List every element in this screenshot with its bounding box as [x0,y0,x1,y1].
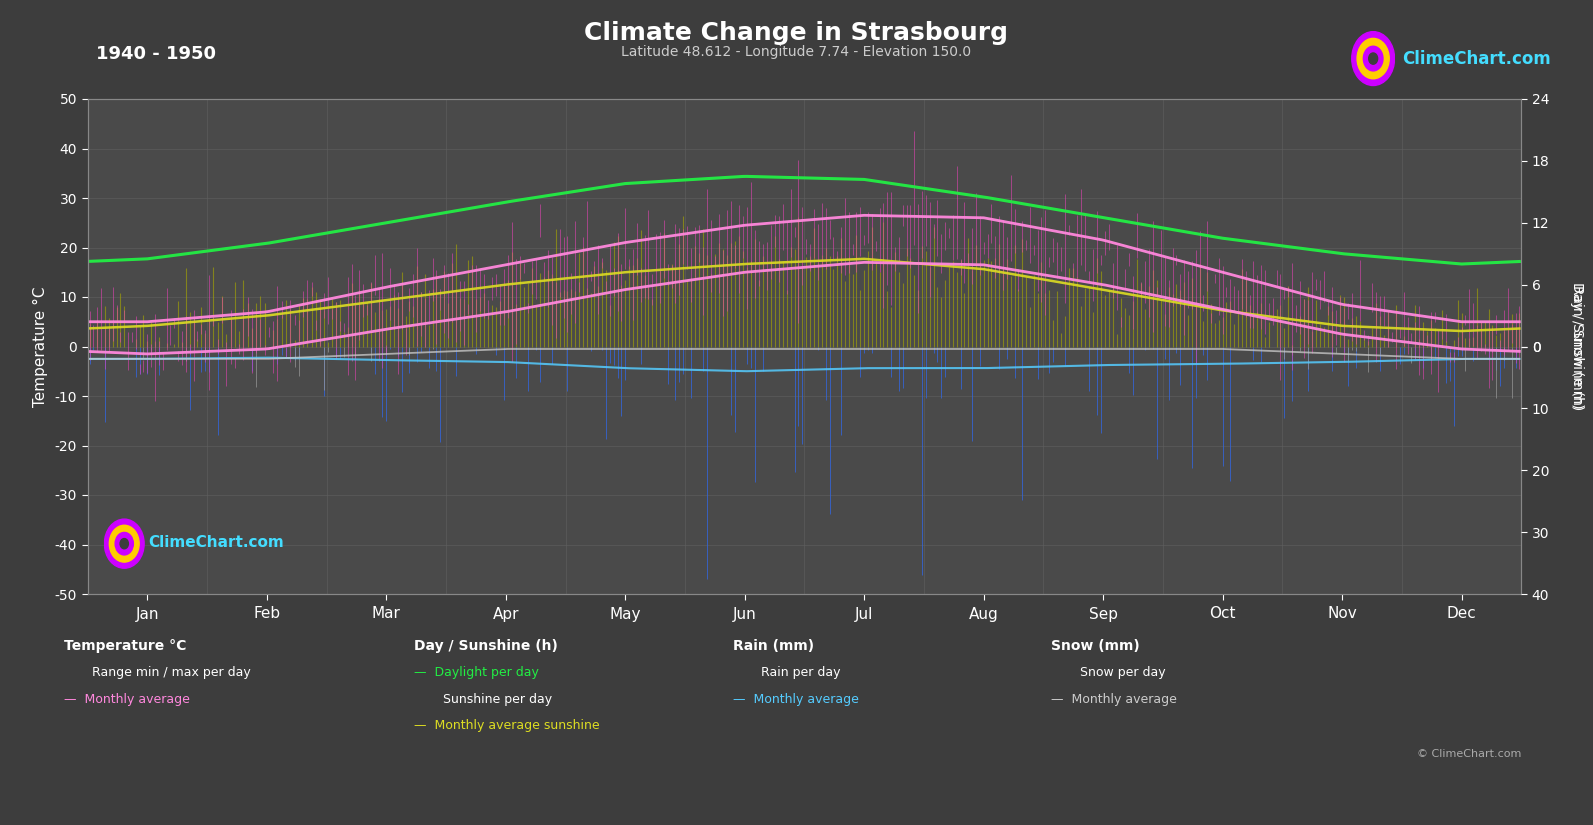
Text: Sunshine per day: Sunshine per day [443,693,553,706]
Text: Range min / max per day: Range min / max per day [92,666,252,679]
Circle shape [1368,53,1378,64]
Text: Temperature °C: Temperature °C [64,639,186,653]
Text: —  Monthly average: — Monthly average [1051,693,1177,706]
Circle shape [105,519,143,568]
Circle shape [110,526,139,562]
Circle shape [1352,31,1394,86]
Text: —  Daylight per day: — Daylight per day [414,666,538,679]
Text: © ClimeChart.com: © ClimeChart.com [1416,749,1521,759]
Y-axis label: Rain / Snow (mm): Rain / Snow (mm) [1571,285,1583,408]
Circle shape [119,539,129,549]
Text: Latitude 48.612 - Longitude 7.74 - Elevation 150.0: Latitude 48.612 - Longitude 7.74 - Eleva… [621,45,972,59]
Text: Snow per day: Snow per day [1080,666,1166,679]
Text: ClimeChart.com: ClimeChart.com [1402,50,1550,68]
Text: Climate Change in Strasbourg: Climate Change in Strasbourg [585,21,1008,45]
Y-axis label: Day / Sunshine (h): Day / Sunshine (h) [1571,282,1585,411]
Text: Rain (mm): Rain (mm) [733,639,814,653]
Text: Rain per day: Rain per day [761,666,841,679]
Text: 1940 - 1950: 1940 - 1950 [96,45,215,64]
Circle shape [1364,46,1383,71]
Text: —  Monthly average: — Monthly average [733,693,859,706]
Y-axis label: Temperature °C: Temperature °C [33,286,48,407]
Text: Snow (mm): Snow (mm) [1051,639,1141,653]
Text: —  Monthly average: — Monthly average [64,693,190,706]
Text: —  Monthly average sunshine: — Monthly average sunshine [414,719,601,733]
Circle shape [1357,39,1389,78]
Text: Day / Sunshine (h): Day / Sunshine (h) [414,639,558,653]
Text: ClimeChart.com: ClimeChart.com [148,535,284,550]
Circle shape [115,532,134,555]
